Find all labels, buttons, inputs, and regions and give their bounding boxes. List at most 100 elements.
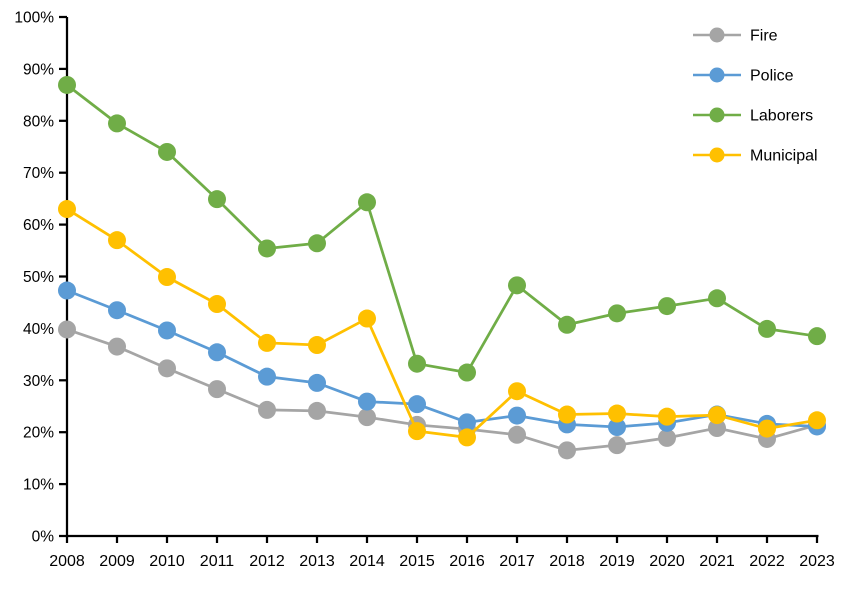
data-point-marker-fire [308,401,326,420]
data-point-marker-municipal [158,268,176,287]
x-axis-tick-label: 2010 [149,553,185,570]
x-axis-tick-label: 2018 [549,553,585,570]
y-axis-tick-label: 80% [23,113,54,130]
x-axis-tick-label: 2009 [99,553,135,570]
data-point-marker-police [608,418,626,437]
legend-item-police: Police [693,67,794,85]
data-point-marker-police [158,321,176,340]
data-point-marker-laborers [558,315,576,334]
data-point-marker-municipal [808,411,826,430]
data-point-marker-police [58,281,76,300]
data-point-marker-municipal [408,422,426,441]
data-point-marker-municipal [558,405,576,424]
data-point-marker-laborers [458,363,476,382]
data-point-marker-municipal [608,404,626,423]
y-axis-tick-label: 10% [23,477,54,494]
data-point-marker-laborers [708,289,726,308]
data-point-marker-laborers [358,193,376,212]
data-point-marker-municipal [358,309,376,328]
data-point-marker-municipal [258,333,276,352]
data-point-marker-laborers [658,297,676,316]
data-point-marker-laborers [508,276,526,295]
data-point-marker-municipal [308,336,326,355]
data-point-marker-fire [658,428,676,447]
x-axis-tick-label: 2014 [349,553,385,570]
data-point-marker-municipal [458,428,476,447]
series-line-fire [65,328,819,452]
data-point-marker-municipal [208,295,226,314]
data-point-marker-police [508,406,526,425]
data-point-marker-fire [158,359,176,378]
data-point-marker-police [258,367,276,386]
data-point-marker-fire [258,400,276,419]
legend-label-laborers: Laborers [750,108,813,125]
series-laborers [58,75,826,382]
legend-marker-fire [709,27,725,43]
data-point-marker-laborers [608,304,626,323]
data-point-marker-laborers [808,327,826,346]
x-axis-tick-label: 2019 [599,553,635,570]
x-axis-tick-label: 2017 [499,553,535,570]
data-point-marker-police [208,343,226,362]
data-point-marker-municipal [58,200,76,219]
data-point-marker-laborers [208,190,226,209]
y-axis-tick-label: 50% [23,269,54,286]
data-point-marker-police [408,395,426,414]
data-point-marker-fire [608,436,626,455]
x-axis-tick-label: 2016 [449,553,485,570]
data-point-marker-municipal [708,406,726,425]
data-point-marker-laborers [108,114,126,133]
data-point-marker-police [358,392,376,411]
data-point-marker-police [108,301,126,320]
y-axis-tick-label: 40% [23,321,54,338]
y-axis-tick-label: 30% [23,373,54,390]
legend-item-laborers: Laborers [693,107,813,125]
y-axis-tick-label: 0% [32,529,55,546]
series-fire [58,320,826,460]
legend-item-fire: Fire [693,27,778,45]
legend-item-municipal: Municipal [693,147,818,165]
x-axis-tick-label: 2013 [299,553,335,570]
x-axis-tick-label: 2015 [399,553,435,570]
legend: Fire Police Laborers Municipal [693,27,818,165]
data-point-marker-fire [358,408,376,427]
data-point-marker-laborers [58,75,76,94]
x-axis-tick-label: 2011 [200,553,235,570]
y-axis-tick-label: 100% [14,10,54,27]
axes: 0% 10% 20% 30% 40% 50% 60% 70% 80% 90% 100% 2008 200… [14,10,835,571]
data-point-marker-laborers [758,319,776,338]
legend-label-fire: Fire [750,28,778,45]
data-point-marker-laborers [258,239,276,258]
x-axis-tick-label: 2022 [749,553,785,570]
y-axis-tick-label: 70% [23,165,54,182]
series-line-municipal [65,207,819,439]
series-line-police [65,289,819,429]
y-axis-tick-label: 20% [23,425,54,442]
series-line-laborers [65,83,819,374]
data-point-marker-police [308,373,326,392]
data-point-marker-municipal [658,407,676,426]
legend-marker-laborers [709,107,725,123]
legend-marker-police [709,67,725,83]
data-point-marker-laborers [158,142,176,161]
legend-marker-municipal [709,147,725,163]
data-point-marker-municipal [508,382,526,401]
series-municipal [58,200,826,447]
y-axis-tick-label: 90% [23,61,54,78]
legend-label-police: Police [750,68,794,85]
x-axis-tick-label: 2012 [249,553,285,570]
data-point-marker-fire [508,425,526,444]
x-axis-tick-label: 2023 [799,553,835,570]
data-point-marker-laborers [308,234,326,253]
data-point-marker-fire [708,419,726,438]
data-point-marker-fire [108,337,126,356]
data-point-marker-laborers [408,354,426,373]
x-axis-tick-label: 2020 [649,553,685,570]
data-point-marker-fire [208,380,226,399]
data-point-marker-municipal [758,419,776,438]
legend-label-municipal: Municipal [750,148,818,165]
data-point-marker-fire [558,441,576,460]
y-axis-tick-label: 60% [23,217,54,234]
